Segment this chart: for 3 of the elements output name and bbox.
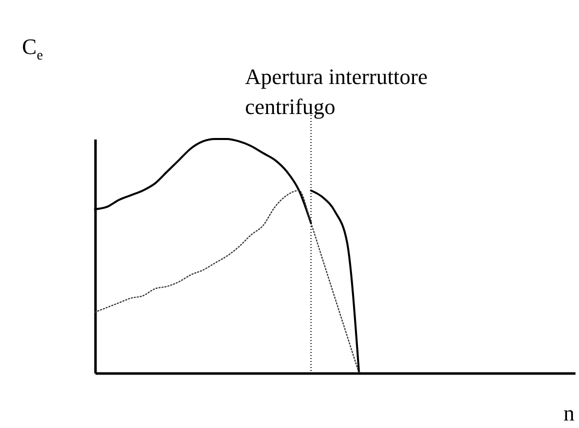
text: Apertura interruttore centrifugo: [245, 64, 428, 119]
x-axis-title: n: [564, 400, 574, 426]
y-axis-title: C$_{e}$: [22, 34, 43, 64]
